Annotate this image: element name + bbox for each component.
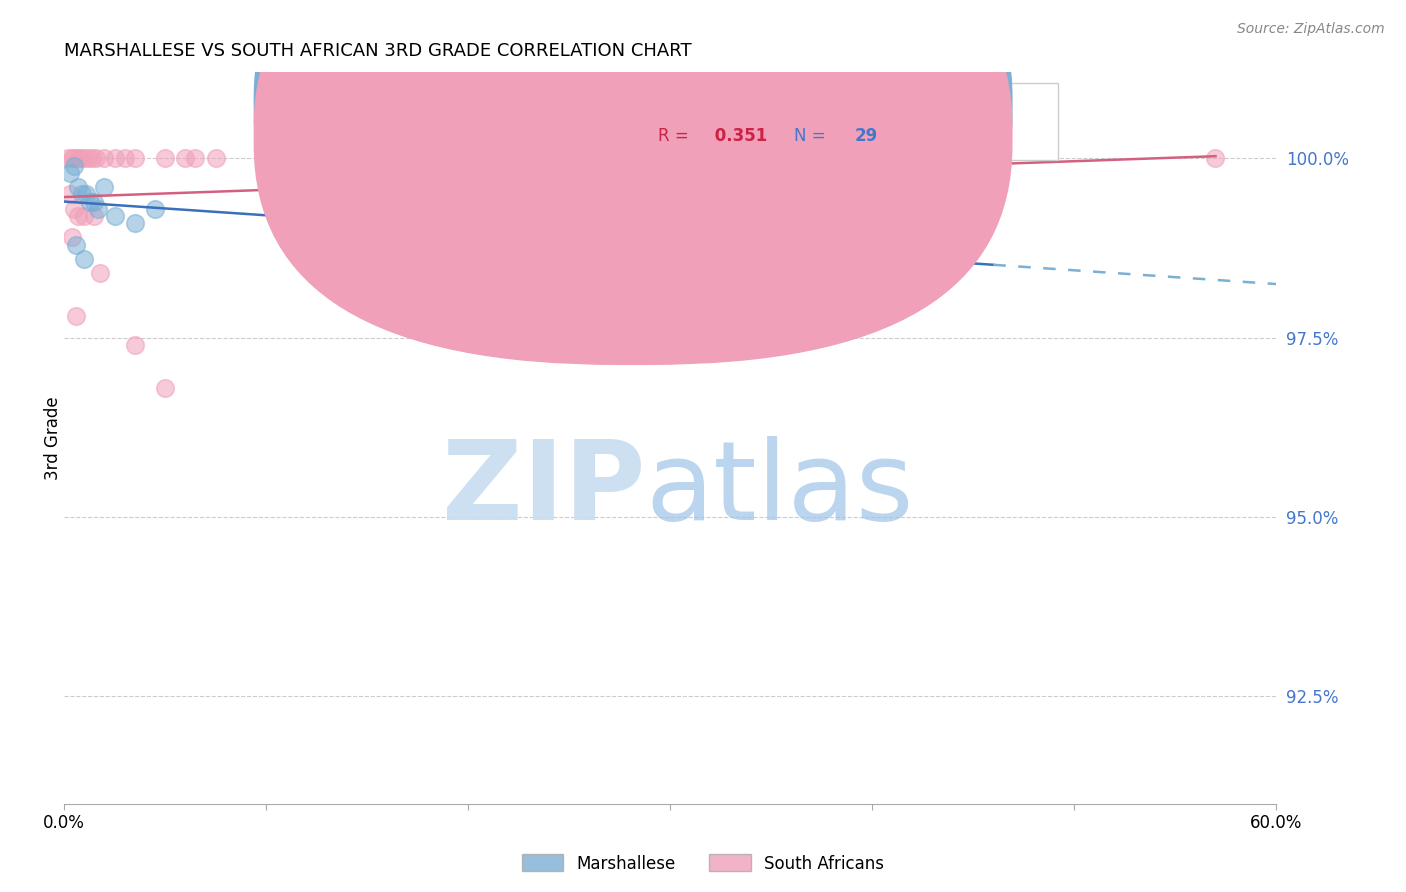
Point [69,152,91,166]
Point [79,194,101,209]
Point [153,381,176,395]
Point [89,266,111,280]
Point [63,202,86,216]
Legend: Marshallese, South Africans: Marshallese, South Africans [515,847,891,880]
Point [73,252,96,266]
Point [103,209,125,223]
Point [103,152,125,166]
Point [93,180,115,194]
Point [73,209,96,223]
Text: N =: N = [794,127,831,145]
Point [65,310,87,324]
Text: 0.351: 0.351 [709,127,768,145]
Point [67,209,90,223]
Point [153,152,176,166]
Text: atlas: atlas [645,436,914,543]
Point [87,202,110,216]
Point [83,209,105,223]
Point [60,230,83,244]
Point [143,202,166,216]
Point [315,152,337,166]
Point [86,152,108,166]
FancyBboxPatch shape [254,0,1012,335]
Point [63,152,86,166]
Point [1205,152,1227,166]
Text: R =: R = [658,127,695,145]
Point [124,338,146,352]
Point [204,152,226,166]
Point [82,152,104,166]
Point [56,152,79,166]
Point [77,152,100,166]
Point [70,187,93,202]
Point [124,152,146,166]
Text: ZIP: ZIP [443,436,645,543]
Point [83,194,105,209]
Point [60,152,83,166]
Point [184,152,207,166]
Text: R =: R = [658,98,695,116]
Text: -0.048: -0.048 [709,98,768,116]
Point [75,187,97,202]
Point [67,152,90,166]
Point [921,259,943,273]
Text: MARSHALLESE VS SOUTH AFRICAN 3RD GRADE CORRELATION CHART: MARSHALLESE VS SOUTH AFRICAN 3RD GRADE C… [65,42,692,60]
Point [63,159,86,173]
Point [93,152,115,166]
Point [114,152,136,166]
Text: 29: 29 [855,127,877,145]
Point [416,202,439,216]
Point [124,216,146,230]
FancyBboxPatch shape [254,0,1012,364]
Point [73,152,96,166]
Text: Source: ZipAtlas.com: Source: ZipAtlas.com [1237,22,1385,37]
Y-axis label: 3rd Grade: 3rd Grade [44,396,62,480]
Point [59,166,82,180]
Point [67,180,90,194]
Text: 16: 16 [855,98,877,116]
Point [174,152,197,166]
Point [59,187,82,202]
Text: N =: N = [794,98,831,116]
Point [65,237,87,252]
FancyBboxPatch shape [592,83,1057,161]
